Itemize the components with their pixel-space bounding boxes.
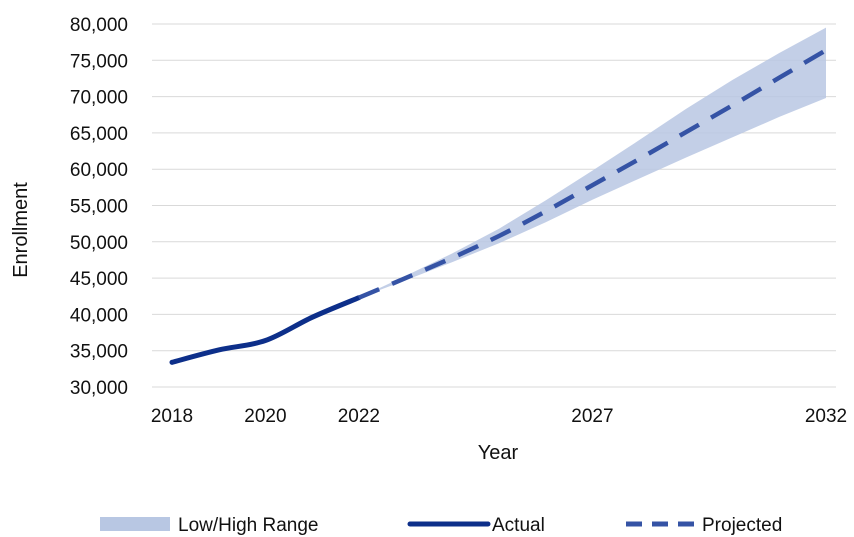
y-tick-label: 40,000 [70, 305, 128, 326]
y-tick-label: 35,000 [70, 342, 128, 363]
x-tick-label: 2022 [338, 406, 380, 427]
y-tick-label: 45,000 [70, 269, 128, 290]
legend-swatch-range [100, 517, 170, 531]
y-tick-label: 55,000 [70, 197, 128, 218]
x-tick-labels: 2018 2020 2022 2027 2032 [151, 406, 847, 427]
y-tick-label: 75,000 [70, 51, 128, 72]
y-tick-label: 60,000 [70, 160, 128, 181]
series-line-actual [169, 295, 362, 365]
y-tick-label: 70,000 [70, 88, 128, 109]
range-band-layer [358, 27, 826, 298]
x-tick-label: 2027 [571, 406, 613, 427]
legend: Low/High Range Actual Projected [100, 515, 782, 536]
y-tick-label: 80,000 [70, 15, 128, 36]
legend-label-range: Low/High Range [178, 515, 318, 536]
y-tick-label: 65,000 [70, 124, 128, 145]
x-tick-label: 2020 [244, 406, 286, 427]
range-band [358, 27, 826, 298]
x-tick-label: 2032 [805, 406, 847, 427]
y-axis-title: Enrollment [10, 182, 32, 278]
gridlines [152, 23, 836, 388]
x-axis-title: Year [478, 442, 519, 464]
series-line-projected [357, 48, 828, 300]
legend-label-projected: Projected [702, 515, 782, 536]
y-tick-label: 30,000 [70, 378, 128, 399]
legend-label-actual: Actual [492, 515, 545, 536]
x-tick-label: 2018 [151, 406, 193, 427]
y-tick-label: 50,000 [70, 233, 128, 254]
y-tick-labels: 30,000 35,000 40,000 45,000 50,000 55,000 60,0… [70, 15, 128, 399]
series-layer [169, 48, 828, 365]
